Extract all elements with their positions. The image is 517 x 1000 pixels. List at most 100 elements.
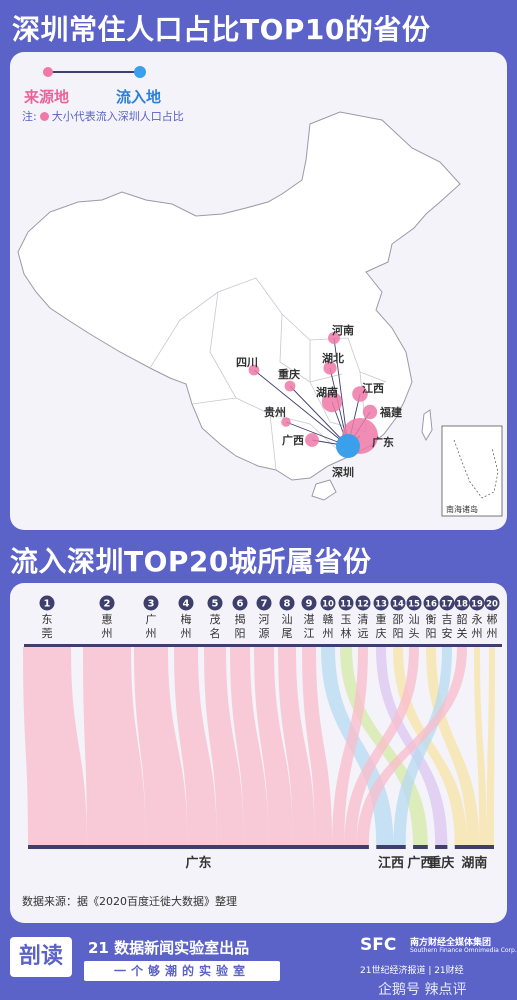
city-label: 郴 xyxy=(487,612,498,626)
rank-number: 7 xyxy=(261,599,268,610)
city-label: 邵 xyxy=(393,613,404,626)
city-label: 州 xyxy=(102,627,113,640)
south-sea-islands xyxy=(453,439,499,499)
footer: 剖读 21 数据新闻实验室出品 一个够潮的实验室 SFC 南方财经全媒体集团 S… xyxy=(0,925,517,1000)
sankey-flow xyxy=(174,647,217,845)
province-label: 重庆 xyxy=(428,855,454,871)
rank-badge xyxy=(39,595,55,611)
city-label: 韶 xyxy=(457,612,468,626)
footer-credit: 21 数据新闻实验室出品 xyxy=(88,939,250,957)
city-label: 汕 xyxy=(282,613,293,626)
city-label: 汕 xyxy=(409,613,420,626)
sfc-logo: SFC xyxy=(360,935,397,955)
rank-number: 17 xyxy=(441,600,453,610)
city-label: 衡 xyxy=(426,613,437,626)
rank-badge xyxy=(143,595,159,611)
city-label: 揭 xyxy=(235,612,246,626)
china-outline xyxy=(17,111,461,481)
source-label: 湖南 xyxy=(316,385,338,399)
city-label: 莞 xyxy=(42,627,53,640)
city-label: 永 xyxy=(472,612,483,626)
city-label: 玉 xyxy=(341,613,352,626)
sankey-flow xyxy=(134,647,188,845)
city-label: 茂 xyxy=(210,612,221,626)
rank-badge xyxy=(279,595,295,611)
south-sea-inset xyxy=(441,425,503,517)
province-bar xyxy=(454,845,494,849)
rank-badge xyxy=(355,595,371,611)
rank-number: 19 xyxy=(471,600,483,610)
rank-badge xyxy=(406,595,422,611)
city-label: 尾 xyxy=(282,627,293,640)
source-bubble xyxy=(362,404,378,420)
top-axis xyxy=(24,644,502,647)
source-bubble xyxy=(281,417,291,427)
city-label: 湛 xyxy=(304,613,315,626)
city-label: 名 xyxy=(210,626,221,640)
rank-number: 5 xyxy=(212,599,219,610)
city-label: 河 xyxy=(259,613,270,626)
source-dot-icon xyxy=(43,67,53,77)
sankey-flow xyxy=(344,647,419,845)
rank-number: 3 xyxy=(148,599,155,610)
source-bubble xyxy=(323,361,337,375)
legend-source-label: 来源地 xyxy=(24,88,70,106)
province-bar xyxy=(28,845,369,849)
city-label: 林 xyxy=(341,626,352,640)
province-bar xyxy=(376,845,406,849)
rank-number: 6 xyxy=(237,599,244,610)
sankey-flows xyxy=(23,647,495,845)
sankey-flow xyxy=(254,647,293,845)
rank-badge xyxy=(301,595,317,611)
rank-badge xyxy=(469,595,485,611)
city-label: 广 xyxy=(146,613,157,626)
city-label: 州 xyxy=(487,627,498,640)
rank-number: 15 xyxy=(408,600,420,610)
legend-graphic xyxy=(43,66,146,78)
source-label: 福建 xyxy=(379,405,403,419)
note-dot-icon xyxy=(39,112,49,121)
city-label: 安 xyxy=(442,626,453,640)
rank-badge xyxy=(373,595,389,611)
city-label: 远 xyxy=(358,627,369,640)
rank-number: 20 xyxy=(486,600,498,610)
legend-destination-label: 流入地 xyxy=(116,88,162,106)
rank-number: 13 xyxy=(375,600,387,610)
city-label: 惠 xyxy=(102,612,113,626)
sankey-flow xyxy=(486,647,495,845)
city-label: 清 xyxy=(358,613,369,626)
source-label: 河南 xyxy=(332,323,354,337)
rank-number: 18 xyxy=(456,600,468,610)
sankey-flow xyxy=(356,647,467,845)
sfc-english-name: Southern Finance Omnimedia Corp. xyxy=(410,947,517,954)
footer-slogan: 一个够潮的实验室 xyxy=(84,961,280,981)
source-label: 湖北 xyxy=(322,351,344,365)
source-bubble xyxy=(305,433,319,447)
province-borders xyxy=(149,277,387,471)
watermark: 企鹅号 辣点评 xyxy=(378,982,467,998)
sankey-flow xyxy=(230,647,269,845)
sankey-card: 1 东莞 2 惠州 3 广州 4 梅州 5 茂名 6 揭阳 7 河源 8 汕尾 9 湛江 10 赣州 11 玉林 12 清远 1… xyxy=(10,583,507,923)
source-label: 贵州 xyxy=(264,405,286,419)
city-label: 源 xyxy=(259,626,270,640)
rank-number: 9 xyxy=(306,599,313,610)
note-text: 大小代表流入深圳人口占比 xyxy=(51,110,184,123)
rank-badge xyxy=(99,595,115,611)
source-bubble xyxy=(321,391,343,413)
destination-label: 深圳 xyxy=(332,465,354,479)
rank-number: 4 xyxy=(183,599,190,610)
city-label: 东 xyxy=(42,613,53,626)
sfc-name: 南方财经全媒体集团 xyxy=(410,938,492,948)
destination-bubble xyxy=(336,434,360,458)
data-source-note: 数据来源：据《2020百度迁徙大数据》整理 xyxy=(22,895,237,908)
rank-number: 12 xyxy=(357,600,369,610)
rank-number: 8 xyxy=(284,599,291,610)
city-label: 关 xyxy=(457,626,468,640)
city-label: 头 xyxy=(409,627,420,640)
city-label: 阳 xyxy=(393,627,404,640)
city-label: 重 xyxy=(376,612,387,626)
taiwan-island xyxy=(421,409,433,442)
flow-bubbles xyxy=(248,332,378,458)
